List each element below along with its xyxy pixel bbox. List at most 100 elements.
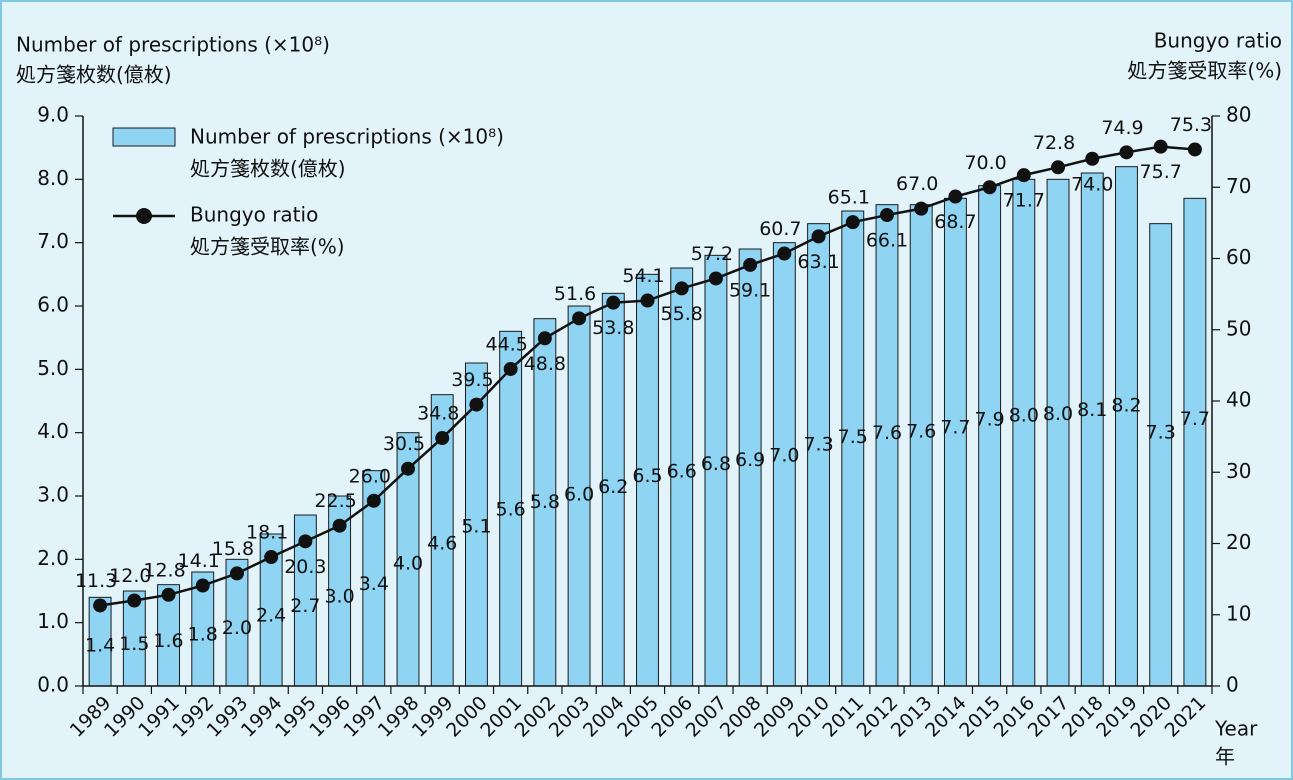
line-value-label: 39.5 (451, 369, 493, 391)
marker (811, 229, 826, 244)
line-value-label: 75.3 (1170, 114, 1212, 136)
y2-tick-label: 0 (1226, 673, 1239, 697)
bar-value-label: 1.4 (85, 635, 115, 657)
line-value-label: 44.5 (485, 333, 527, 355)
bar-value-label: 5.6 (496, 498, 526, 520)
line-value-label: 71.7 (1003, 190, 1045, 212)
marker (93, 598, 108, 613)
y2-tick-label: 10 (1226, 601, 1251, 625)
bar-value-label: 1.8 (188, 624, 218, 646)
y2-tick-label: 70 (1226, 174, 1251, 198)
bar-value-label: 6.6 (667, 461, 697, 483)
marker (161, 587, 176, 602)
line-value-label: 26.0 (349, 465, 391, 487)
bar-value-label: 8.2 (1111, 394, 1141, 416)
bar-value-label: 7.9 (975, 409, 1005, 431)
line-value-label: 74.9 (1101, 117, 1143, 139)
marker (1119, 145, 1134, 160)
marker (982, 180, 997, 195)
line-value-label: 15.8 (212, 538, 254, 560)
line-value-label: 18.1 (246, 522, 288, 544)
line-value-label: 72.8 (1033, 132, 1075, 154)
line-value-label: 66.1 (866, 230, 908, 252)
marker (332, 518, 347, 533)
line-value-label: 74.0 (1071, 173, 1113, 195)
y-tick-label: 8.0 (37, 166, 69, 190)
marker (1153, 139, 1168, 154)
bar (1183, 197, 1207, 687)
marker (1016, 168, 1031, 183)
marker (572, 311, 587, 326)
line-value-label: 12.0 (109, 565, 151, 587)
bar-value-label: 8.0 (1009, 404, 1039, 426)
bar-value-label: 6.8 (701, 453, 731, 475)
bar-value-label: 1.6 (153, 630, 183, 652)
y-tick-label: 5.0 (37, 356, 69, 380)
marker (1187, 142, 1202, 157)
y2-tick-label: 60 (1226, 245, 1251, 269)
legend-label: Bungyo ratio (190, 203, 318, 227)
bar-value-label: 7.7 (1180, 408, 1210, 430)
bar-value-label: 4.0 (393, 553, 423, 575)
legend-marker (136, 208, 152, 224)
bar-value-label: 8.1 (1077, 399, 1107, 421)
marker (366, 493, 381, 508)
x-axis-label-jp: 年 (1215, 745, 1235, 769)
marker (777, 246, 792, 261)
y-tick-label: 1.0 (37, 609, 69, 633)
bar-value-label: 7.6 (872, 422, 902, 444)
bar (1046, 178, 1070, 687)
marker (948, 189, 963, 204)
marker (640, 293, 655, 308)
y-tick-label: 9.0 (37, 103, 69, 127)
y2-tick-label: 50 (1226, 316, 1251, 340)
marker (1051, 160, 1066, 175)
bar-value-label: 7.6 (906, 421, 936, 443)
y-axis-label-jp: 処方箋枚数(億枚) (16, 63, 172, 87)
y2-axis-label-jp: 処方箋受取率(%) (1127, 59, 1282, 83)
bar-value-label: 7.3 (1146, 422, 1176, 444)
bar-value-label: 1.5 (119, 633, 149, 655)
bar (875, 204, 899, 687)
marker (1085, 151, 1100, 166)
line-value-label: 54.1 (622, 265, 664, 287)
line-value-label: 57.2 (691, 243, 733, 265)
bar-value-label: 6.9 (735, 449, 765, 471)
bar-value-label: 8.0 (1043, 403, 1073, 425)
line-value-label: 20.3 (284, 556, 326, 578)
bar (1080, 172, 1104, 687)
marker (503, 361, 518, 376)
marker (743, 257, 758, 272)
legend-label-jp: 処方箋受取率(%) (190, 235, 345, 259)
marker (537, 331, 552, 346)
bar-value-label: 6.2 (598, 476, 628, 498)
bar-value-label: 7.7 (940, 416, 970, 438)
line-value-label: 65.1 (828, 187, 870, 209)
line-value-label: 11.3 (75, 570, 117, 592)
bar-value-label: 3.4 (359, 573, 389, 595)
bar (1012, 178, 1036, 687)
bar-value-label: 2.7 (290, 595, 320, 617)
marker (229, 566, 244, 581)
bar-value-label: 7.3 (803, 434, 833, 456)
y2-tick-label: 40 (1226, 388, 1251, 412)
marker (879, 208, 894, 223)
bar (1115, 166, 1138, 687)
bar-value-label: 5.8 (530, 491, 560, 513)
line-value-label: 70.0 (964, 152, 1006, 174)
y-tick-label: 0.0 (37, 673, 69, 697)
bar (841, 210, 865, 687)
line-value-label: 12.8 (143, 559, 185, 581)
y-tick-label: 6.0 (37, 293, 69, 317)
line-value-label: 51.6 (554, 283, 596, 305)
y-axis-label: Number of prescriptions (×10⁸) (16, 33, 330, 57)
line-value-label: 63.1 (797, 251, 839, 273)
bar (943, 197, 967, 687)
legend-label-jp: 処方箋枚数(億枚) (190, 157, 346, 181)
y2-tick-label: 30 (1226, 459, 1251, 483)
line-value-label: 14.1 (178, 550, 220, 572)
marker (127, 593, 142, 608)
marker (469, 397, 484, 412)
bar-value-label: 3.0 (324, 586, 354, 608)
